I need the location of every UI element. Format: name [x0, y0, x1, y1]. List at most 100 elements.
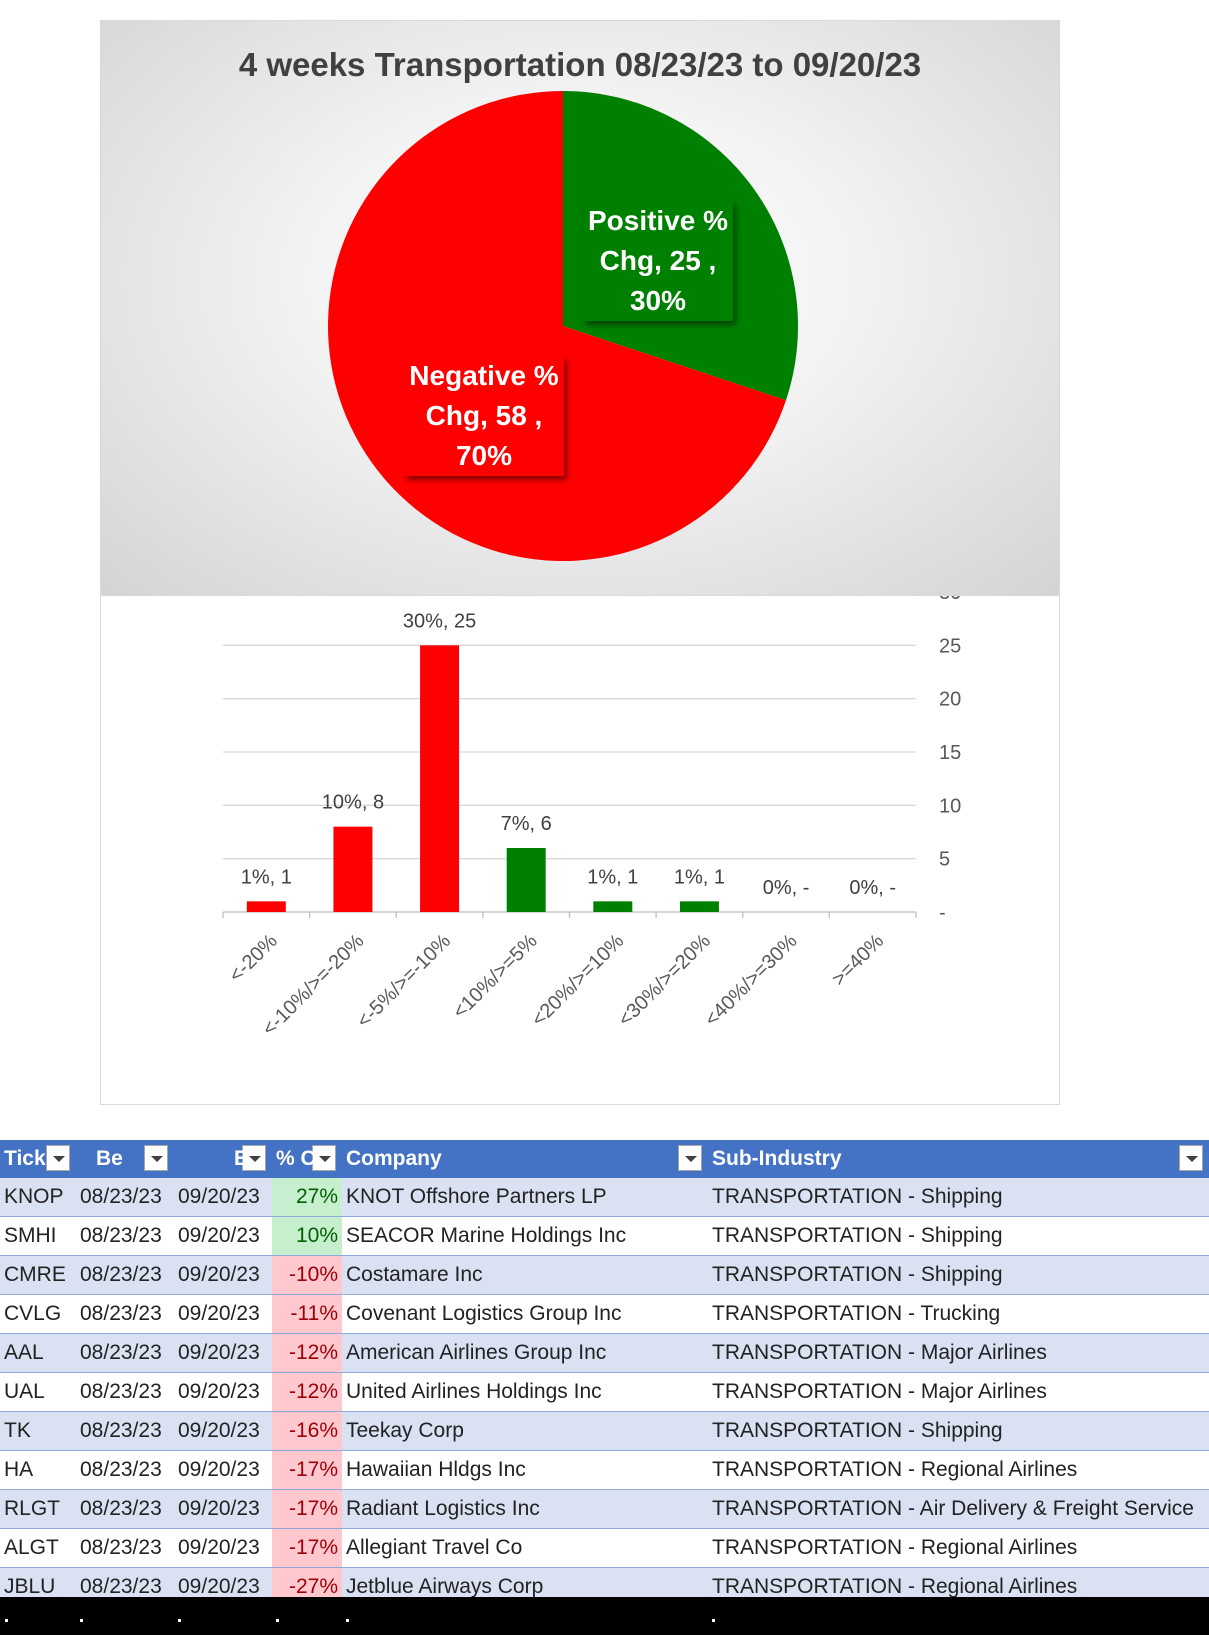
- cell-begin-date[interactable]: 08/23/23: [76, 1333, 174, 1373]
- cell-pct-change[interactable]: -11%: [272, 1294, 342, 1334]
- cell-pct-change[interactable]: -17%: [272, 1489, 342, 1529]
- cell-company[interactable]: KNOT Offshore Partners LP: [342, 1178, 708, 1217]
- cell-ticker[interactable]: HA: [0, 1450, 76, 1490]
- y-tick-label: 5: [939, 849, 950, 871]
- cell-company[interactable]: Allegiant Travel Co: [342, 1528, 708, 1568]
- cell-company[interactable]: Radiant Logistics Inc: [342, 1489, 708, 1529]
- cell-sub-industry[interactable]: TRANSPORTATION - Trucking: [708, 1294, 1209, 1334]
- header-end[interactable]: E: [174, 1140, 272, 1178]
- table-row: CMRE 08/23/23 09/20/23 -10% Costamare Inc TRA…: [0, 1255, 1209, 1295]
- pie-chart-panel: 4 weeks Transportation 08/23/23 to 09/20…: [100, 20, 1060, 596]
- cell-ticker[interactable]: AAL: [0, 1333, 76, 1373]
- filter-dropdown-icon[interactable]: [46, 1145, 70, 1171]
- bottom-strip: [0, 1597, 1209, 1635]
- cell-pct-change[interactable]: -16%: [272, 1411, 342, 1451]
- cell-pct-change[interactable]: -10%: [272, 1255, 342, 1295]
- cell-begin-date[interactable]: 08/23/23: [76, 1411, 174, 1451]
- cell-begin-date[interactable]: 08/23/23: [76, 1216, 174, 1256]
- cell-sub-industry[interactable]: TRANSPORTATION - Shipping: [708, 1216, 1209, 1256]
- bar-chart: -510152025301%, 1<-20%10%, 8<-10%/>=-20%…: [222, 596, 961, 1040]
- cell-sub-industry[interactable]: TRANSPORTATION - Air Delivery & Freight …: [708, 1489, 1209, 1529]
- cell-pct-change[interactable]: 27%: [272, 1178, 342, 1217]
- cell-pct-change[interactable]: -17%: [272, 1528, 342, 1568]
- cell-company[interactable]: SEACOR Marine Holdings Inc: [342, 1216, 708, 1256]
- header-begin[interactable]: Be: [76, 1140, 174, 1178]
- filter-dropdown-icon[interactable]: [312, 1145, 336, 1171]
- cell-sub-industry[interactable]: TRANSPORTATION - Shipping: [708, 1411, 1209, 1451]
- cell-end-date[interactable]: 09/20/23: [174, 1450, 272, 1490]
- bar-data-label: 1%, 1: [241, 866, 292, 888]
- dot-mark: [346, 1619, 349, 1622]
- cell-ticker[interactable]: SMHI: [0, 1216, 76, 1256]
- bar: [506, 848, 546, 912]
- cell-ticker[interactable]: TK: [0, 1411, 76, 1451]
- cell-sub-industry[interactable]: TRANSPORTATION - Regional Airlines: [708, 1528, 1209, 1568]
- cell-ticker[interactable]: ALGT: [0, 1528, 76, 1568]
- cell-sub-industry[interactable]: TRANSPORTATION - Shipping: [708, 1178, 1209, 1217]
- cell-begin-date[interactable]: 08/23/23: [76, 1294, 174, 1334]
- cell-end-date[interactable]: 09/20/23: [174, 1489, 272, 1529]
- cell-sub-industry[interactable]: TRANSPORTATION - Major Airlines: [708, 1333, 1209, 1373]
- y-tick-label: 25: [939, 635, 961, 657]
- cell-sub-industry[interactable]: TRANSPORTATION - Regional Airlines: [708, 1450, 1209, 1490]
- cell-end-date[interactable]: 09/20/23: [174, 1178, 272, 1217]
- x-category-label: <10%/>=5%: [449, 930, 542, 1023]
- cell-end-date[interactable]: 09/20/23: [174, 1255, 272, 1295]
- cell-pct-change[interactable]: -12%: [272, 1372, 342, 1412]
- cell-company[interactable]: American Airlines Group Inc: [342, 1333, 708, 1373]
- cell-company[interactable]: Covenant Logistics Group Inc: [342, 1294, 708, 1334]
- header-ticker[interactable]: Tick: [0, 1140, 76, 1178]
- filter-dropdown-icon[interactable]: [242, 1145, 266, 1171]
- cell-end-date[interactable]: 09/20/23: [174, 1216, 272, 1256]
- bar-data-label: 1%, 1: [674, 866, 725, 888]
- y-tick-label: 30: [939, 596, 961, 604]
- cell-end-date[interactable]: 09/20/23: [174, 1411, 272, 1451]
- cell-company[interactable]: Hawaiian Hldgs Inc: [342, 1450, 708, 1490]
- header-sub-industry[interactable]: Sub-Industry: [708, 1140, 1209, 1178]
- cell-end-date[interactable]: 09/20/23: [174, 1333, 272, 1373]
- bar: [246, 901, 286, 912]
- cell-begin-date[interactable]: 08/23/23: [76, 1489, 174, 1529]
- cell-pct-change[interactable]: 10%: [272, 1216, 342, 1256]
- bar: [593, 901, 633, 912]
- filter-dropdown-icon[interactable]: [678, 1145, 702, 1171]
- cell-company[interactable]: United Airlines Holdings Inc: [342, 1372, 708, 1412]
- y-tick-label: 15: [939, 742, 961, 764]
- cell-ticker[interactable]: UAL: [0, 1372, 76, 1412]
- cell-ticker[interactable]: CMRE: [0, 1255, 76, 1295]
- cell-begin-date[interactable]: 08/23/23: [76, 1372, 174, 1412]
- table-row: ALGT 08/23/23 09/20/23 -17% Allegiant Travel…: [0, 1528, 1209, 1568]
- cell-pct-change[interactable]: -17%: [272, 1450, 342, 1490]
- pie-label-negative: Negative % Chg, 58 , 70%: [404, 356, 564, 476]
- cell-begin-date[interactable]: 08/23/23: [76, 1255, 174, 1295]
- pie-label-line: Chg, 25 ,: [599, 245, 717, 276]
- cell-sub-industry[interactable]: TRANSPORTATION - Major Airlines: [708, 1372, 1209, 1412]
- bar-data-label: 0%, -: [849, 877, 896, 899]
- header-company[interactable]: Company: [342, 1140, 708, 1178]
- y-tick-label: 20: [939, 689, 961, 711]
- cell-begin-date[interactable]: 08/23/23: [76, 1528, 174, 1568]
- filter-dropdown-icon[interactable]: [1179, 1145, 1203, 1171]
- bar: [333, 826, 373, 912]
- cell-end-date[interactable]: 09/20/23: [174, 1294, 272, 1334]
- cell-company[interactable]: Costamare Inc: [342, 1255, 708, 1295]
- cell-ticker[interactable]: CVLG: [0, 1294, 76, 1334]
- x-category-label: <40%/>=30%: [701, 930, 802, 1031]
- cell-end-date[interactable]: 09/20/23: [174, 1528, 272, 1568]
- cell-ticker[interactable]: KNOP: [0, 1178, 76, 1217]
- header-pct-change[interactable]: % C: [272, 1140, 342, 1178]
- pie-chart-title: 4 weeks Transportation 08/23/23 to 09/20…: [238, 46, 922, 83]
- cell-sub-industry[interactable]: TRANSPORTATION - Shipping: [708, 1255, 1209, 1295]
- table-row: TK 08/23/23 09/20/23 -16% Teekay Corp TRANSPO…: [0, 1411, 1209, 1451]
- cell-ticker[interactable]: RLGT: [0, 1489, 76, 1529]
- cell-company[interactable]: Teekay Corp: [342, 1411, 708, 1451]
- pie-label-line: Negative %: [409, 360, 559, 391]
- cell-end-date[interactable]: 09/20/23: [174, 1372, 272, 1412]
- cell-begin-date[interactable]: 08/23/23: [76, 1450, 174, 1490]
- bar-data-label: 1%, 1: [587, 866, 638, 888]
- filter-dropdown-icon[interactable]: [144, 1145, 168, 1171]
- table-header-row: Tick Be E % C Company Sub-Industry: [0, 1140, 1209, 1178]
- cell-begin-date[interactable]: 08/23/23: [76, 1178, 174, 1217]
- bar: [420, 645, 460, 912]
- cell-pct-change[interactable]: -12%: [272, 1333, 342, 1373]
